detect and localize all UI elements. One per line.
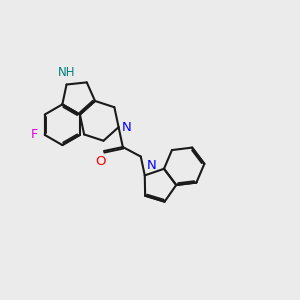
Text: O: O (95, 154, 106, 168)
Text: N: N (122, 121, 132, 134)
Text: N: N (147, 159, 157, 172)
Text: NH: NH (58, 66, 75, 79)
Text: F: F (31, 128, 38, 141)
